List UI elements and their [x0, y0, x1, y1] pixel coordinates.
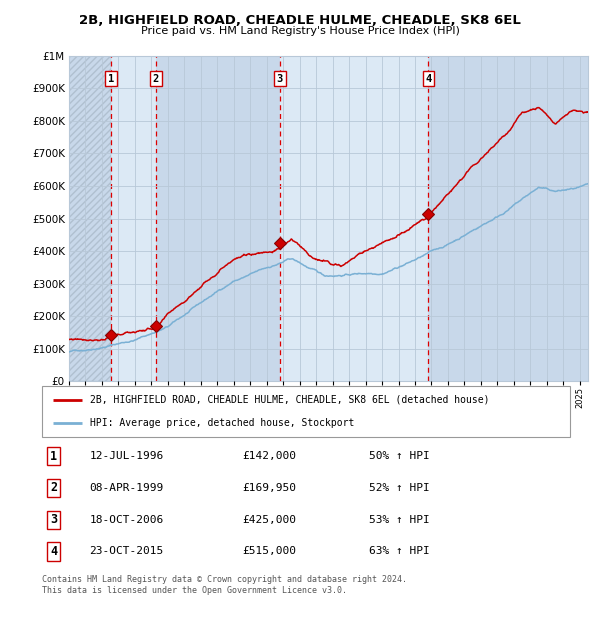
Text: 23-OCT-2015: 23-OCT-2015	[89, 546, 164, 556]
Text: 4: 4	[425, 74, 431, 84]
Text: 2B, HIGHFIELD ROAD, CHEADLE HULME, CHEADLE, SK8 6EL (detached house): 2B, HIGHFIELD ROAD, CHEADLE HULME, CHEAD…	[89, 395, 489, 405]
Text: 2B, HIGHFIELD ROAD, CHEADLE HULME, CHEADLE, SK8 6EL: 2B, HIGHFIELD ROAD, CHEADLE HULME, CHEAD…	[79, 14, 521, 27]
Text: 08-APR-1999: 08-APR-1999	[89, 483, 164, 493]
Text: 12-JUL-1996: 12-JUL-1996	[89, 451, 164, 461]
Bar	[69, 56, 111, 381]
Bar	[428, 56, 588, 381]
Text: 18-OCT-2006: 18-OCT-2006	[89, 515, 164, 525]
Text: 1: 1	[50, 450, 57, 463]
Bar	[280, 56, 428, 381]
Text: 3: 3	[277, 74, 283, 84]
Bar	[111, 56, 156, 381]
Text: Price paid vs. HM Land Registry's House Price Index (HPI): Price paid vs. HM Land Registry's House …	[140, 26, 460, 36]
Text: HPI: Average price, detached house, Stockport: HPI: Average price, detached house, Stoc…	[89, 418, 354, 428]
Text: £515,000: £515,000	[242, 546, 296, 556]
Text: 63% ↑ HPI: 63% ↑ HPI	[370, 546, 430, 556]
Text: 2: 2	[50, 481, 57, 494]
Text: 2: 2	[153, 74, 159, 84]
Text: 53% ↑ HPI: 53% ↑ HPI	[370, 515, 430, 525]
Text: 50% ↑ HPI: 50% ↑ HPI	[370, 451, 430, 461]
Text: £169,950: £169,950	[242, 483, 296, 493]
Text: 52% ↑ HPI: 52% ↑ HPI	[370, 483, 430, 493]
Text: 4: 4	[50, 545, 57, 558]
Bar	[156, 56, 280, 381]
Text: £142,000: £142,000	[242, 451, 296, 461]
Text: £425,000: £425,000	[242, 515, 296, 525]
Text: 3: 3	[50, 513, 57, 526]
Text: Contains HM Land Registry data © Crown copyright and database right 2024.
This d: Contains HM Land Registry data © Crown c…	[42, 575, 407, 595]
FancyBboxPatch shape	[42, 386, 570, 437]
Text: 1: 1	[108, 74, 114, 84]
Bar	[69, 56, 111, 381]
